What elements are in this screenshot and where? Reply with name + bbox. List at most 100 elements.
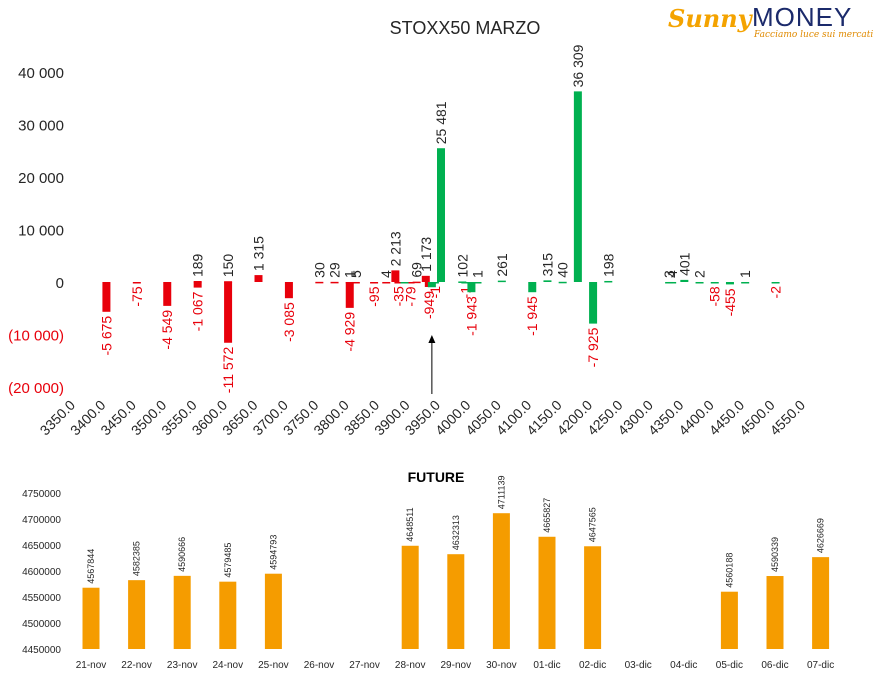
data-label: -1 943 [463,296,479,336]
data-bar [668,281,677,284]
data-label: 401 [676,252,692,276]
data-label: -1 945 [524,296,540,336]
data-label: 198 [600,253,616,277]
data-bar [254,275,263,282]
future-data-label: 4594793 [268,535,278,570]
future-bar [584,546,602,649]
data-bar [604,280,613,283]
future-bar [82,587,100,649]
future-data-label: 4648511 [405,507,415,541]
data-label: -35 [390,286,406,306]
future-x-tick-label: 06-dic [761,660,788,671]
future-bar [401,545,419,649]
data-label: -4 549 [159,310,175,350]
future-x-tick-label: 26-nov [304,660,335,671]
data-label: 36 309 [570,44,586,87]
future-y-tick-label: 4750000 [22,489,61,500]
data-label: 315 [539,253,555,277]
y-tick-label: 40 000 [18,65,64,82]
future-data-label: 4590339 [770,537,780,572]
data-bar [421,275,430,282]
data-label: 3 [661,270,677,278]
future-bar [720,591,738,649]
data-label: -949 [421,291,437,319]
data-bar [467,282,476,293]
data-label: -455 [722,288,738,316]
future-x-tick-label: 21-nov [76,660,107,671]
future-y-tick-label: 4650000 [22,541,61,552]
future-y-tick-label: 4450000 [22,645,61,656]
data-bar [351,281,360,284]
future-bar [447,554,465,649]
data-bar [400,282,409,284]
y-tick-label: 10 000 [18,223,64,240]
future-data-label: 4632313 [451,515,461,550]
data-label: 1 [737,270,753,278]
future-x-tick-label: 07-dic [807,660,834,671]
future-bar [766,576,784,649]
data-label: 150 [220,254,236,278]
data-bar [345,282,354,308]
future-y-tick-label: 4500000 [22,619,61,630]
future-x-tick-label: 29-nov [441,660,472,671]
data-label: -2 [768,286,784,299]
future-bar [492,513,510,649]
data-label: 1 315 [251,236,267,271]
data-bar [284,282,293,299]
y-tick-label: (10 000) [8,328,64,345]
data-bar [224,282,233,343]
data-bar [573,91,582,282]
future-bar [538,536,556,649]
future-x-tick-label: 23-nov [167,660,198,671]
x-tick-label: 4550.0 [767,397,809,439]
future-x-tick-label: 24-nov [213,660,244,671]
data-bar [382,281,391,284]
data-label: -4 929 [342,312,358,352]
future-x-tick-label: 04-dic [670,660,697,671]
data-bar [710,282,719,284]
logo-money-text: MONEY [752,2,853,32]
data-bar [193,282,202,288]
data-label: -1 [427,286,443,299]
data-label: 69 [409,262,425,278]
data-label: 5 [348,270,364,278]
data-label: 4 [378,270,394,278]
y-tick-label: (20 000) [8,380,64,397]
data-label: -1 067 [190,291,206,331]
data-label: -5 675 [98,316,114,356]
future-x-tick-label: 03-dic [625,660,652,671]
annotation-arrow-head [428,335,436,343]
future-data-label: 4647565 [588,507,598,542]
data-label: 102 [454,254,470,278]
future-bar [128,580,146,649]
data-label: 40 [555,262,571,278]
logo-sunny-text: Sunny [668,4,752,33]
future-title: FUTURE [408,469,465,485]
future-x-tick-label: 25-nov [258,660,289,671]
data-bar [543,280,552,282]
data-bar [437,148,445,282]
future-x-tick-label: 27-nov [349,660,380,671]
data-bar [589,282,598,324]
future-bar [173,575,191,649]
data-label: 1 [470,270,486,278]
data-bar [391,270,400,282]
data-bar [193,281,202,283]
data-bar [102,282,111,312]
future-data-label: 4590666 [177,537,187,572]
data-bar [224,281,233,283]
data-bar [132,282,141,284]
data-bar [528,282,537,293]
data-bar [315,281,324,284]
future-y-tick-label: 4700000 [22,515,61,526]
data-label: 189 [190,253,206,277]
future-bar [219,581,237,649]
data-bar [725,282,734,285]
data-bar [771,282,780,284]
future-bar [812,557,830,649]
data-label: -58 [707,286,723,306]
data-label: -3 085 [281,302,297,342]
data-bar [558,281,567,284]
data-bar [163,282,172,306]
data-label: -7 925 [585,327,601,367]
